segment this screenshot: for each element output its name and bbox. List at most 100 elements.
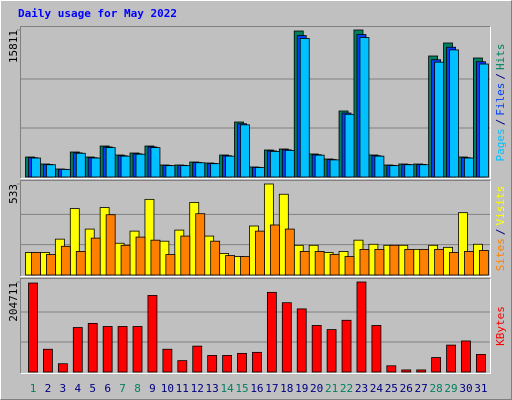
- bar: [72, 327, 83, 373]
- bar: [464, 251, 474, 276]
- bar: [46, 164, 56, 178]
- bar: [252, 351, 262, 373]
- bar: [431, 357, 442, 373]
- x-tick-label: 20: [310, 382, 323, 395]
- bar: [240, 124, 250, 178]
- bar: [449, 252, 459, 276]
- x-tick-label: 29: [444, 382, 457, 395]
- bar: [255, 167, 265, 178]
- x-tick-label: 25: [385, 382, 398, 395]
- panel-border: [20, 26, 491, 179]
- legend-entry: KBytes: [494, 306, 507, 346]
- bar: [446, 344, 456, 373]
- x-tick-label: 23: [355, 382, 368, 395]
- legend-separator: /: [494, 73, 507, 80]
- bar: [43, 348, 53, 373]
- bar: [461, 340, 471, 373]
- x-tick-label: 8: [134, 382, 141, 395]
- x-tick-label: 17: [265, 382, 278, 395]
- x-tick-label: 30: [459, 382, 472, 395]
- legend: KBytes: [494, 306, 507, 346]
- bar: [117, 326, 128, 373]
- bar: [434, 61, 445, 178]
- panel: [20, 26, 491, 179]
- x-tick-label: 24: [370, 382, 384, 395]
- bar: [210, 163, 221, 178]
- bar: [356, 281, 367, 373]
- bar: [28, 282, 38, 373]
- bar: [404, 164, 415, 178]
- bar: [281, 302, 292, 373]
- legend-entry: Pages: [494, 128, 507, 161]
- bar: [135, 153, 146, 178]
- bar: [195, 213, 206, 276]
- legend-entry: Visits: [494, 186, 507, 226]
- bar: [419, 164, 430, 178]
- x-tick-label: 14: [220, 382, 234, 395]
- bar: [344, 256, 355, 276]
- bar: [299, 251, 310, 276]
- bar: [311, 325, 322, 373]
- bar: [475, 354, 486, 373]
- bar: [75, 251, 86, 276]
- bar: [386, 365, 397, 373]
- bar: [105, 214, 116, 276]
- bar: [120, 155, 131, 178]
- legend: Pages / Files / Hits: [494, 44, 507, 162]
- bar: [60, 245, 71, 276]
- bar: [225, 255, 235, 276]
- x-tick-label: 15: [235, 382, 248, 395]
- bar: [389, 244, 400, 276]
- x-tick-label: 26: [400, 382, 413, 395]
- bar: [269, 224, 280, 276]
- x-tick-label: 2: [45, 382, 52, 395]
- bar: [240, 256, 250, 276]
- x-tick-label: 31: [474, 382, 487, 395]
- legend-separator: /: [494, 119, 507, 126]
- bar: [326, 329, 337, 373]
- x-tick-label: 5: [89, 382, 96, 395]
- bar: [458, 212, 468, 276]
- bar: [87, 322, 98, 373]
- x-tick-label: 27: [415, 382, 428, 395]
- bar: [344, 113, 355, 178]
- bar: [404, 248, 415, 276]
- bar: [266, 291, 277, 373]
- y-tick-label: 204711: [7, 282, 20, 322]
- bar: [102, 326, 113, 373]
- bar: [162, 348, 173, 373]
- bar: [150, 239, 161, 276]
- x-tick-label: 12: [191, 382, 204, 395]
- legend-entry: Hits: [494, 44, 507, 71]
- x-tick-label: 28: [429, 382, 442, 395]
- bar: [132, 326, 143, 373]
- legend-entry: Sites: [494, 238, 507, 271]
- panel-border: [20, 26, 491, 179]
- bar: [165, 165, 176, 178]
- bar: [419, 248, 430, 276]
- bar: [207, 355, 218, 373]
- bar: [120, 244, 131, 276]
- bar: [210, 240, 221, 276]
- bar: [225, 155, 235, 178]
- y-tick-label: 533: [7, 184, 20, 204]
- bar: [180, 235, 191, 276]
- bar: [374, 155, 385, 178]
- bar: [314, 251, 325, 276]
- x-tick-label: 4: [74, 382, 81, 395]
- bar: [255, 230, 265, 276]
- bar: [31, 157, 41, 178]
- bar: [147, 295, 158, 373]
- bar: [314, 154, 325, 178]
- bar: [46, 254, 56, 276]
- bar: [389, 165, 400, 178]
- x-tick-label: 21: [325, 382, 338, 395]
- bar: [434, 248, 445, 276]
- panel-border: [20, 180, 491, 277]
- bar: [75, 152, 86, 178]
- legend-separator: /: [494, 229, 507, 236]
- bar: [416, 369, 427, 373]
- bar: [359, 37, 370, 178]
